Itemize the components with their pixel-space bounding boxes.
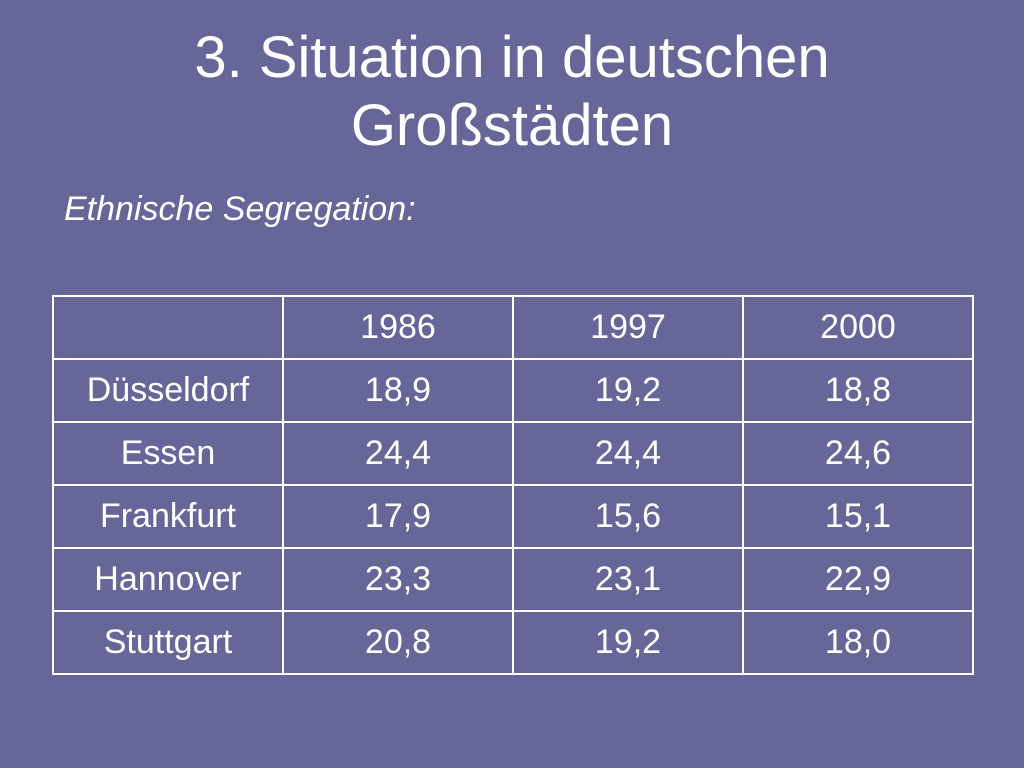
header-cell-1997: 1997	[512, 295, 744, 360]
value-cell: 23,3	[282, 547, 514, 612]
table-row: Essen 24,4 24,4 24,6	[52, 421, 974, 486]
row-city-cell: Düsseldorf	[52, 358, 284, 423]
value-cell: 18,0	[742, 610, 974, 675]
value-cell: 24,6	[742, 421, 974, 486]
value-cell: 23,1	[512, 547, 744, 612]
value-cell: 20,8	[282, 610, 514, 675]
header-cell-1986: 1986	[282, 295, 514, 360]
value-cell: 24,4	[282, 421, 514, 486]
row-city-cell: Hannover	[52, 547, 284, 612]
table-row: Frankfurt 17,9 15,6 15,1	[52, 484, 974, 549]
value-cell: 19,2	[512, 358, 744, 423]
table-row: Hannover 23,3 23,1 22,9	[52, 547, 974, 612]
slide-title-line-1: 3. Situation in deutschen	[194, 25, 830, 90]
row-city-cell: Essen	[52, 421, 284, 486]
value-cell: 24,4	[512, 421, 744, 486]
table-header-row: 1986 1997 2000	[52, 295, 974, 360]
value-cell: 17,9	[282, 484, 514, 549]
slide-title: 3. Situation in deutschen Großstädten	[0, 24, 1024, 160]
value-cell: 18,8	[742, 358, 974, 423]
value-cell: 15,1	[742, 484, 974, 549]
slide-title-line-2: Großstädten	[350, 93, 674, 158]
value-cell: 18,9	[282, 358, 514, 423]
header-cell-empty	[52, 295, 284, 360]
segregation-table: 1986 1997 2000 Düsseldorf 18,9 19,2 18,8…	[52, 295, 974, 675]
value-cell: 15,6	[512, 484, 744, 549]
table-row: Stuttgart 20,8 19,2 18,0	[52, 610, 974, 675]
header-cell-2000: 2000	[742, 295, 974, 360]
value-cell: 19,2	[512, 610, 744, 675]
row-city-cell: Frankfurt	[52, 484, 284, 549]
table-row: Düsseldorf 18,9 19,2 18,8	[52, 358, 974, 423]
row-city-cell: Stuttgart	[52, 610, 284, 675]
slide-subtitle: Ethnische Segregation:	[64, 190, 416, 228]
value-cell: 22,9	[742, 547, 974, 612]
